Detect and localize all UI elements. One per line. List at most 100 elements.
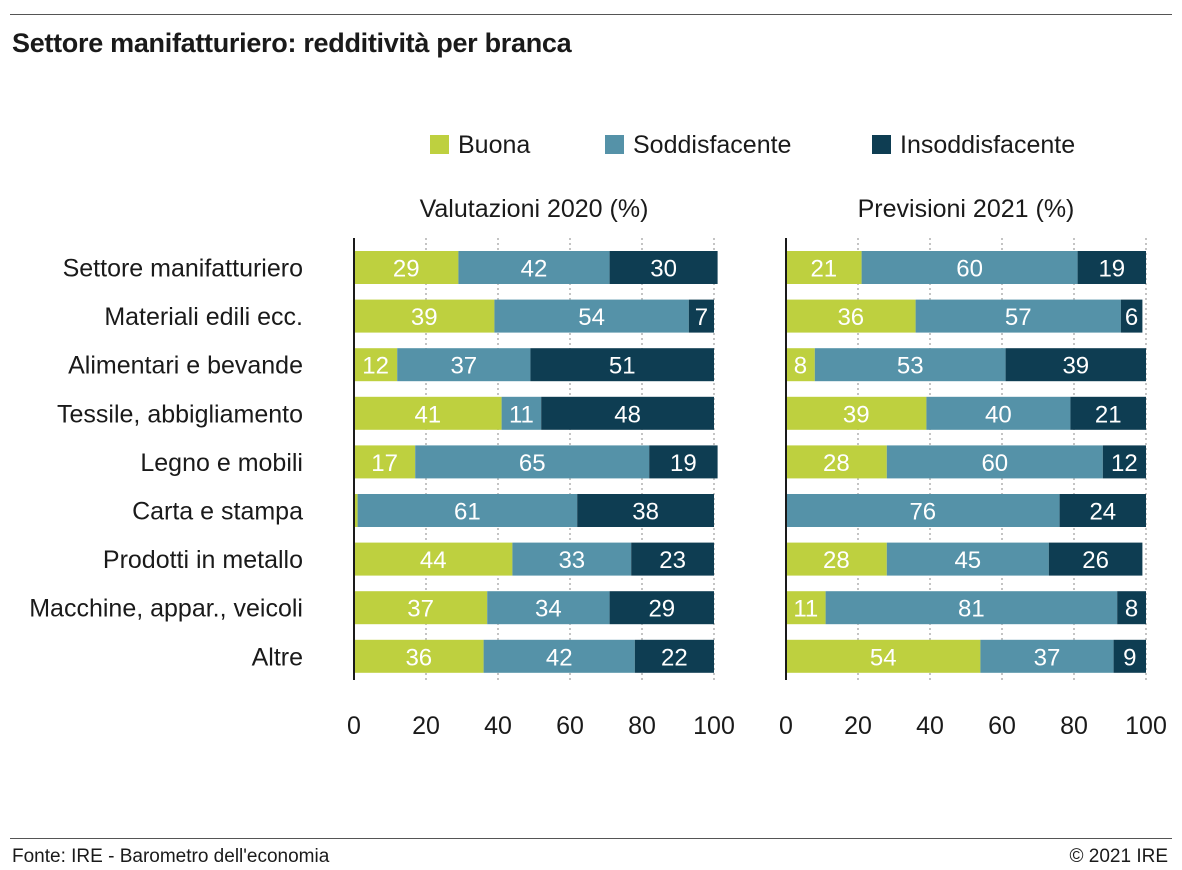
bar-segment bbox=[354, 251, 459, 284]
data-label: 8 bbox=[794, 353, 807, 380]
data-label: 61 bbox=[454, 499, 481, 526]
bar-segment bbox=[1005, 348, 1146, 382]
bar-segment bbox=[397, 348, 531, 382]
bar-segment bbox=[1113, 639, 1146, 673]
category-label: Settore manifatturiero bbox=[63, 255, 303, 283]
data-label: 39 bbox=[843, 401, 870, 428]
data-label: 12 bbox=[362, 353, 389, 380]
data-label: 36 bbox=[837, 304, 864, 331]
bar-segment bbox=[512, 542, 632, 576]
data-label: 37 bbox=[450, 353, 477, 380]
data-label: 39 bbox=[1062, 353, 1089, 380]
x-tick-label: 60 bbox=[556, 712, 584, 740]
data-label: 17 bbox=[371, 450, 398, 477]
bar-segment bbox=[786, 542, 887, 576]
bar-segment bbox=[1048, 542, 1143, 576]
bar-segment bbox=[825, 591, 1118, 625]
data-label: 54 bbox=[578, 304, 605, 331]
bar-segment bbox=[1102, 445, 1146, 479]
bar-segment bbox=[354, 591, 488, 625]
data-label: 54 bbox=[870, 644, 897, 671]
data-label: 34 bbox=[535, 596, 562, 623]
legend-swatch-buona bbox=[430, 135, 449, 154]
bar-segment bbox=[354, 445, 416, 479]
bar-segment bbox=[886, 542, 1049, 576]
bar-segment bbox=[786, 348, 815, 382]
data-label: 45 bbox=[954, 547, 981, 574]
data-label: 29 bbox=[648, 596, 675, 623]
data-label: 44 bbox=[420, 547, 447, 574]
x-tick-label: 80 bbox=[628, 712, 656, 740]
bar-segment bbox=[541, 396, 714, 430]
category-label: Legno e mobili bbox=[140, 449, 303, 477]
category-label: Carta e stampa bbox=[132, 498, 303, 526]
bar-segment bbox=[814, 348, 1006, 382]
legend-swatch-soddisfacente bbox=[605, 135, 624, 154]
data-label: 19 bbox=[1098, 256, 1125, 283]
data-label: 51 bbox=[609, 353, 636, 380]
x-tick-label: 100 bbox=[693, 712, 735, 740]
bar-segment bbox=[634, 639, 714, 673]
bar-segment bbox=[357, 494, 578, 527]
data-label: 37 bbox=[1034, 644, 1061, 671]
bar-segment bbox=[1077, 251, 1146, 284]
bar-segment bbox=[494, 299, 689, 333]
source-note: Fonte: IRE - Barometro dell'economia bbox=[12, 846, 330, 867]
category-label: Tessile, abbigliamento bbox=[57, 400, 303, 428]
bar-segment bbox=[861, 251, 1078, 284]
bar-segment bbox=[354, 396, 502, 430]
data-label: 8 bbox=[1125, 596, 1138, 623]
data-label: 53 bbox=[897, 353, 924, 380]
bar-segment bbox=[1120, 299, 1143, 333]
bar-segment bbox=[786, 494, 1060, 527]
bar-segment bbox=[926, 396, 1071, 430]
category-label: Materiali edili ecc. bbox=[104, 303, 303, 331]
data-label: 41 bbox=[414, 401, 441, 428]
data-label: 9 bbox=[1123, 644, 1136, 671]
bar-segment bbox=[609, 591, 714, 625]
data-label: 11 bbox=[509, 401, 534, 428]
x-tick-label: 20 bbox=[412, 712, 440, 740]
data-label: 6 bbox=[1125, 304, 1138, 331]
bar-segment bbox=[886, 445, 1103, 479]
data-label: 19 bbox=[670, 450, 697, 477]
data-label: 21 bbox=[810, 256, 837, 283]
data-label: 38 bbox=[632, 499, 659, 526]
x-tick-label: 20 bbox=[844, 712, 872, 740]
top-rule bbox=[10, 14, 1172, 15]
data-label: 60 bbox=[956, 256, 983, 283]
legend-swatch-insoddisfacente bbox=[872, 135, 891, 154]
data-label: 60 bbox=[981, 450, 1008, 477]
chart-title: Settore manifatturiero: redditività per … bbox=[12, 28, 572, 58]
data-label: 81 bbox=[958, 596, 985, 623]
bar-segment bbox=[354, 639, 484, 673]
bar-segment bbox=[786, 591, 826, 625]
x-tick-label: 80 bbox=[1060, 712, 1088, 740]
x-tick-label: 40 bbox=[916, 712, 944, 740]
data-label: 48 bbox=[614, 401, 641, 428]
bottom-rule bbox=[10, 838, 1172, 839]
legend-label-soddisfacente: Soddisfacente bbox=[633, 131, 791, 159]
bar-segment bbox=[786, 299, 916, 333]
data-label: 28 bbox=[823, 450, 850, 477]
legend-label-insoddisfacente: Insoddisfacente bbox=[900, 131, 1075, 159]
data-label: 22 bbox=[661, 644, 688, 671]
x-tick-label: 0 bbox=[779, 712, 793, 740]
bar-segment bbox=[786, 251, 862, 284]
x-tick-label: 60 bbox=[988, 712, 1016, 740]
bar-segment bbox=[1059, 494, 1146, 527]
data-label: 21 bbox=[1095, 401, 1122, 428]
bar-segment bbox=[354, 542, 513, 576]
bar-segment bbox=[483, 639, 635, 673]
bar-segment bbox=[915, 299, 1121, 333]
data-label: 33 bbox=[558, 547, 585, 574]
x-tick-label: 100 bbox=[1125, 712, 1167, 740]
bar-segment bbox=[609, 251, 718, 284]
legend-label-buona: Buona bbox=[458, 131, 530, 159]
bar-segment bbox=[458, 251, 610, 284]
data-label: 28 bbox=[823, 547, 850, 574]
data-label: 29 bbox=[393, 256, 420, 283]
data-label: 76 bbox=[909, 499, 936, 526]
bar-segment bbox=[487, 591, 610, 625]
bar-segment bbox=[415, 445, 650, 479]
